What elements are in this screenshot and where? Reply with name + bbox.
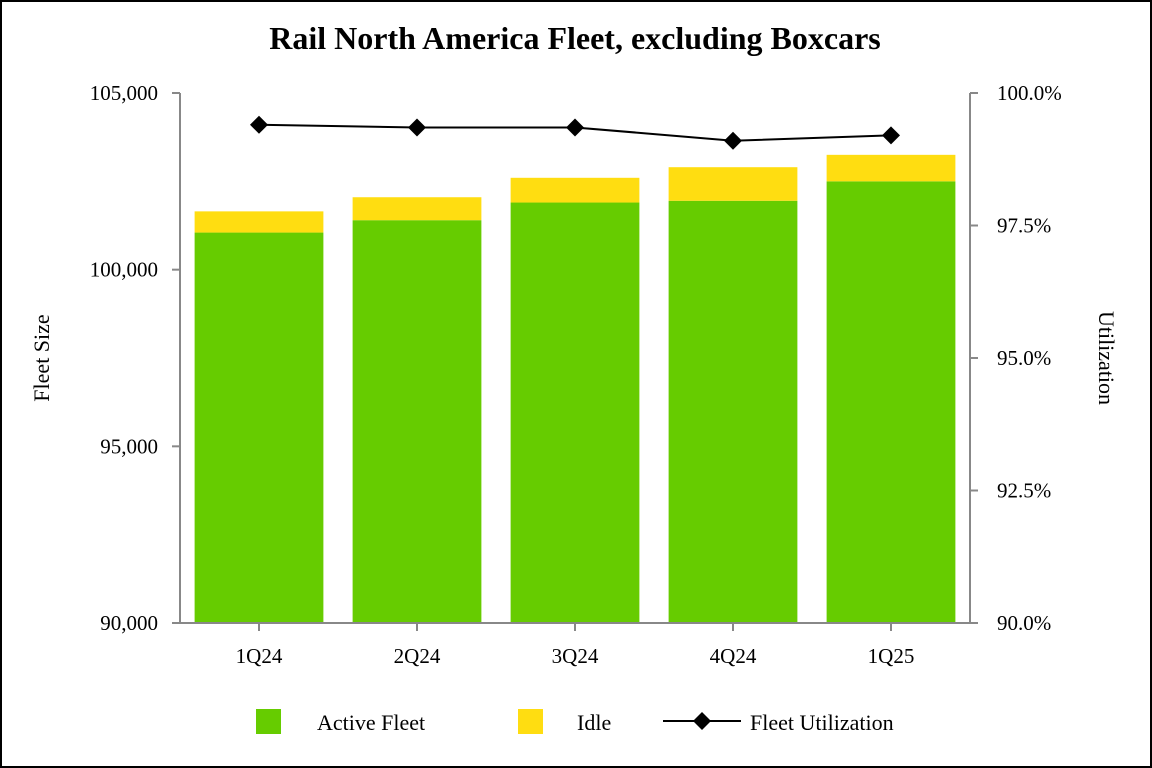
legend-label-idle: Idle [577,710,611,735]
bar-idle-4q24 [668,167,798,201]
utilization-point-2q24 [408,118,426,137]
bar-active-fleet-2q24 [352,220,482,623]
x-tick-label-4q24: 4Q24 [710,644,757,668]
right-axis-ticks: 90.0% 92.5% 95.0% 97.5% 100.0% [970,81,1062,635]
x-tick-label-1q24: 1Q24 [236,644,283,668]
x-tick-label-3q24: 3Q24 [552,644,599,668]
chart-title: Rail North America Fleet, excluding Boxc… [269,20,880,56]
left-tick-label: 95,000 [100,434,158,458]
right-tick-label: 90.0% [997,611,1051,635]
utilization-point-4q24 [724,131,742,150]
right-tick-label: 95.0% [997,346,1051,370]
y2-axis-title: Utilization [1094,311,1119,405]
right-tick-label: 92.5% [997,479,1051,503]
legend-label-fleet-utilization: Fleet Utilization [750,710,894,735]
bar-active-fleet-1q24 [194,232,324,624]
utilization-point-1q24 [250,115,268,134]
y-axis-title: Fleet Size [29,314,54,401]
bar-idle-1q24 [194,211,324,233]
left-tick-label: 105,000 [90,81,158,105]
legend-swatch-idle [518,709,543,734]
utilization-point-3q24 [566,118,584,137]
left-tick-label: 100,000 [90,258,158,282]
utilization-point-1q25 [882,126,900,145]
bar-active-fleet-1q25 [826,181,956,624]
legend-label-active-fleet: Active Fleet [317,710,425,735]
bar-active-fleet-4q24 [668,200,798,623]
bar-idle-1q25 [826,154,956,182]
legend-marker-fleet-utilization [693,712,711,730]
right-tick-label: 97.5% [997,214,1051,238]
bar-idle-2q24 [352,197,482,221]
utilization-line-layer [250,115,900,150]
legend: Active Fleet Idle Fleet Utilization [256,709,894,735]
left-axis-ticks: 90,000 95,000 100,000 105,000 [90,81,180,635]
right-tick-label: 100.0% [997,81,1062,105]
left-tick-label: 90,000 [100,611,158,635]
legend-swatch-active-fleet [256,709,281,734]
bar-active-fleet-3q24 [510,202,640,624]
x-axis-ticks: 1Q24 2Q24 3Q24 4Q24 1Q25 [236,623,915,668]
x-tick-label-2q24: 2Q24 [394,644,441,668]
x-tick-label-1q25: 1Q25 [868,644,915,668]
bar-layer [194,154,956,624]
bar-idle-3q24 [510,177,640,203]
